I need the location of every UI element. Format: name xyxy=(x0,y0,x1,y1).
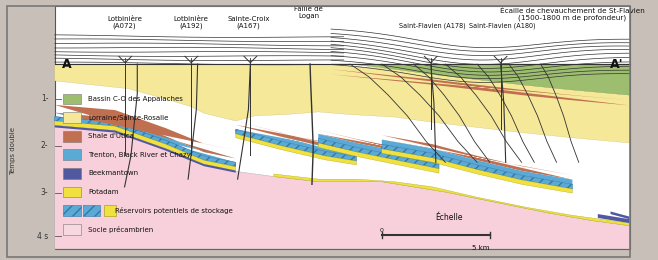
Polygon shape xyxy=(331,64,630,95)
Polygon shape xyxy=(55,105,236,158)
Text: A: A xyxy=(63,57,72,70)
Text: Faille de
Logan: Faille de Logan xyxy=(294,6,323,19)
Polygon shape xyxy=(236,125,357,156)
Bar xyxy=(63,131,81,142)
Text: Beekmantown: Beekmantown xyxy=(88,171,138,177)
Polygon shape xyxy=(382,149,572,193)
Text: Trenton, Black River et Chazy: Trenton, Black River et Chazy xyxy=(88,152,191,158)
Text: 5 km: 5 km xyxy=(472,245,490,251)
Polygon shape xyxy=(55,116,236,167)
Text: 1-: 1- xyxy=(41,94,48,103)
Polygon shape xyxy=(331,69,630,106)
Bar xyxy=(82,205,100,216)
Text: Sainte-Croix
(A167): Sainte-Croix (A167) xyxy=(227,16,270,29)
Polygon shape xyxy=(55,125,630,249)
Text: 3-: 3- xyxy=(41,188,48,197)
Bar xyxy=(104,205,116,216)
Polygon shape xyxy=(236,129,357,161)
Bar xyxy=(63,224,81,235)
Text: Bassin C-O des Appalaches: Bassin C-O des Appalaches xyxy=(88,96,183,102)
Bar xyxy=(63,94,81,105)
Polygon shape xyxy=(382,140,572,184)
Polygon shape xyxy=(55,113,236,162)
Text: Socle précambrien: Socle précambrien xyxy=(88,226,153,233)
Text: Réservoirs potentiels de stockage: Réservoirs potentiels de stockage xyxy=(115,207,233,214)
Text: A': A' xyxy=(609,57,623,70)
Polygon shape xyxy=(236,134,357,165)
Text: Temps double: Temps double xyxy=(11,127,16,175)
Text: Lotbinière
(A072): Lotbinière (A072) xyxy=(107,16,142,29)
Text: Potadam: Potadam xyxy=(88,189,119,195)
Text: Échelle: Échelle xyxy=(435,213,463,222)
Text: Lotbinière
(A192): Lotbinière (A192) xyxy=(174,16,209,29)
Polygon shape xyxy=(382,144,572,189)
Text: 2-: 2- xyxy=(41,141,48,150)
Polygon shape xyxy=(318,138,439,169)
Text: Lorraine/Sainte-Rosalie: Lorraine/Sainte-Rosalie xyxy=(88,115,168,121)
Text: Saint-Flavien (A178): Saint-Flavien (A178) xyxy=(399,23,466,29)
Bar xyxy=(63,112,81,123)
Polygon shape xyxy=(382,135,572,180)
Bar xyxy=(63,150,81,160)
Bar xyxy=(63,205,81,216)
Polygon shape xyxy=(318,143,439,173)
Polygon shape xyxy=(55,121,236,171)
Text: Saint-Flavien (A180): Saint-Flavien (A180) xyxy=(469,23,536,29)
Polygon shape xyxy=(55,64,630,143)
Bar xyxy=(63,187,81,198)
Polygon shape xyxy=(611,211,630,219)
Polygon shape xyxy=(318,130,439,160)
Polygon shape xyxy=(318,134,439,164)
Polygon shape xyxy=(55,125,236,173)
Polygon shape xyxy=(598,214,630,223)
Text: 0: 0 xyxy=(380,229,384,233)
Text: Shale d'Utica: Shale d'Utica xyxy=(88,133,134,139)
Polygon shape xyxy=(274,174,630,226)
Text: 4 s: 4 s xyxy=(37,232,48,240)
Text: Écaille de chevauchement de St-Flavien
(1500-1800 m de profondeur): Écaille de chevauchement de St-Flavien (… xyxy=(500,7,645,21)
Bar xyxy=(63,168,81,179)
Polygon shape xyxy=(236,121,357,152)
